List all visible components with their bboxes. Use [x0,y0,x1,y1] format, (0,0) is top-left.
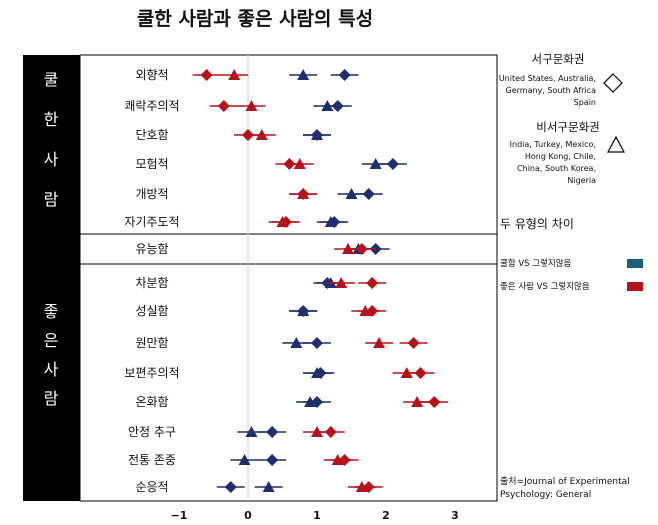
row-labels: 외향적쾌락주의적단호함모험적개방적자기주도적유능함차분함성실함원만함보편주의적온… [124,68,179,494]
row-label-13: 전통 존중 [128,453,176,467]
row-label-4: 개방적 [135,187,168,201]
legend-nonwestern-line-4: Nigeria [567,176,596,185]
source-line-1: 출처=Journal of Experimental [500,475,630,487]
legend-cool-label: 쿨함 VS 그렇지않음 [500,258,572,269]
row-label-14: 순응적 [135,480,168,494]
point-triangle-1-2 [311,129,323,140]
row-label-5: 자기주도적 [124,215,179,229]
point-triangle-3-1 [245,100,258,111]
point-triangle-3-4 [297,188,310,199]
row-label-7: 차분함 [135,276,168,290]
legend-nonwestern-line-1: India, Turkey, Mexico, [510,140,596,149]
legend-good-label: 좋은 사람 VS 그렇지않음 [500,281,590,292]
row-label-8: 성실함 [135,304,168,318]
point-diamond-0-9 [311,337,323,349]
data-marks [192,69,449,493]
point-triangle-3-14 [355,481,368,492]
point-triangle-3-10 [400,367,413,378]
point-triangle-3-0 [228,69,241,80]
point-diamond-0-3 [386,158,399,170]
group-label-band [23,55,80,501]
point-diamond-0-13 [266,454,279,466]
legend-nonwestern-line-3: China, South Korea, [517,164,596,173]
x-tick-1: 1 [313,509,321,522]
diamond-icon [603,73,623,93]
point-triangle-1-3 [369,158,382,169]
point-triangle-3-8 [359,305,372,316]
point-triangle-3-11 [411,396,424,407]
point-triangle-1-14 [262,481,275,492]
chart-title: 쿨한 사람과 좋은 사람의 특성 [137,8,373,30]
point-triangle-1-5 [324,216,337,227]
triangle-icon [607,135,625,153]
point-triangle-1-10 [311,367,323,378]
legend-good-swatch [627,282,643,291]
legend-western-line-2: Germany, South Africa [506,86,597,95]
point-diamond-0-14 [224,481,237,493]
point-triangle-3-13 [331,454,344,465]
point-diamond-0-12 [266,426,279,438]
point-triangle-1-9 [290,337,303,348]
point-diamond-2-11 [428,396,441,408]
legend-cool-swatch [627,259,643,268]
x-axis-ticks: −1 0 1 2 3 [171,509,459,522]
point-diamond-0-4 [362,188,375,200]
point-diamond-2-9 [407,337,420,349]
row-label-3: 모험적 [135,157,168,171]
x-tick-3: 3 [451,509,459,522]
source-line-2: Psychology: General [500,490,591,500]
point-triangle-3-3 [293,158,306,169]
row-label-1: 쾌락주의적 [124,99,179,113]
plot-frame [79,54,498,502]
point-triangle-1-0 [297,69,310,80]
x-tick--1: −1 [171,509,188,522]
x-tick-0: 0 [244,509,252,522]
row-label-0: 외향적 [135,68,168,82]
point-triangle-3-2 [255,129,268,140]
row-label-12: 안정 추구 [128,425,176,439]
x-tick-2: 2 [382,509,390,522]
row-label-9: 원만함 [135,336,168,350]
row-label-11: 온화함 [135,395,168,409]
point-triangle-1-12 [245,426,258,437]
row-label-2: 단호함 [135,128,168,142]
legend-western-line-1: United States, Australia, [499,74,596,83]
legend-difference-title: 두 유형의 차이 [500,217,574,231]
point-triangle-1-8 [297,305,310,316]
point-triangle-3-7 [335,277,348,288]
point-triangle-3-9 [373,337,386,348]
point-diamond-0-0 [338,69,351,81]
point-triangle-3-6 [342,243,355,254]
point-triangle-3-5 [276,216,289,227]
point-triangle-1-4 [345,188,358,199]
row-label-6: 유능함 [135,242,168,256]
point-diamond-2-7 [366,277,379,289]
point-triangle-1-1 [321,100,334,111]
point-triangle-1-13 [238,454,251,465]
point-triangle-3-12 [311,426,323,437]
row-label-10: 보편주의적 [124,366,179,380]
legend-nonwestern-title: 비서구문화권 [536,120,599,134]
point-triangle-1-11 [304,396,317,407]
point-diamond-2-0 [200,69,213,81]
legend-nonwestern-line-2: Hong Kong, Chile, [525,152,596,161]
legend-western-title: 서구문화권 [532,52,585,66]
legend-western-line-3: Spain [574,98,596,107]
point-diamond-2-1 [217,100,230,112]
legend: 서구문화권 United States, Australia, Germany,… [499,52,643,500]
